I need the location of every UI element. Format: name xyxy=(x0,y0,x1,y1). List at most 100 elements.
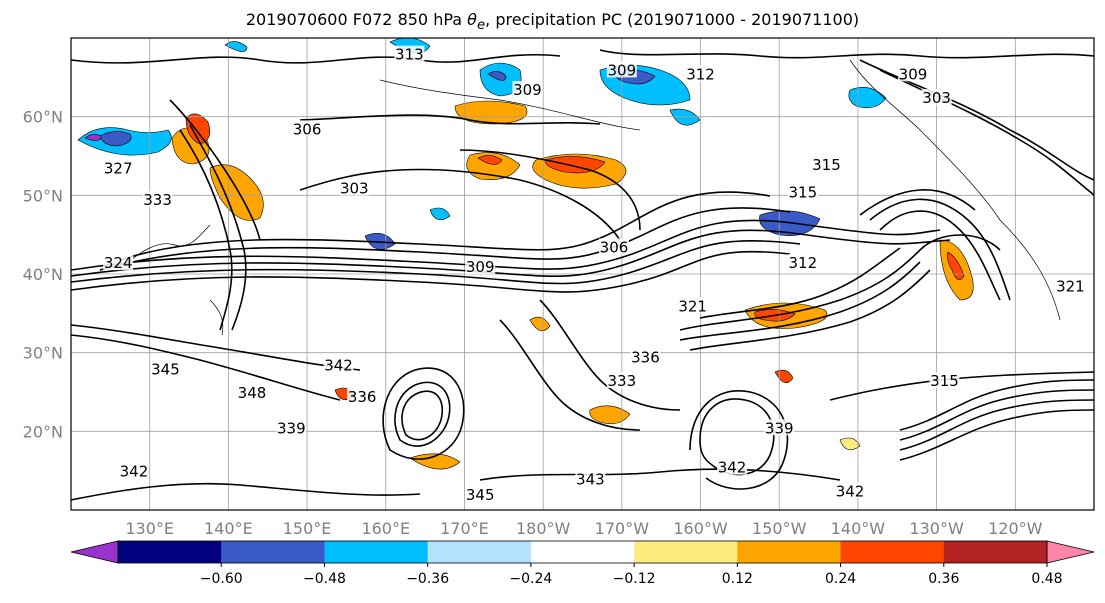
colorbar-tick-label: −0.60 xyxy=(200,571,243,587)
contour-label: 345 xyxy=(466,486,495,504)
longitude-label: 160°E xyxy=(361,519,410,538)
contour-label: 333 xyxy=(608,372,637,390)
contour-label: 315 xyxy=(930,372,959,390)
coastlines xyxy=(119,59,1061,336)
colorbar-tick-label: −0.24 xyxy=(509,571,552,587)
contour-label-background xyxy=(630,348,661,365)
colorbar-segment xyxy=(118,541,222,563)
longitude-label: 130°W xyxy=(909,519,964,538)
contour-label: 336 xyxy=(631,349,660,367)
contour-label-background xyxy=(347,387,378,404)
contour-label-background xyxy=(811,155,842,172)
contour-label: 315 xyxy=(812,156,841,174)
latitude-label: 20°N xyxy=(23,422,63,441)
contour-label-background xyxy=(921,88,952,105)
contour-label: 327 xyxy=(104,160,133,178)
contour-label: 303 xyxy=(922,89,951,107)
colorbar-tick-label: 0.36 xyxy=(928,571,959,587)
longitude-label: 160°W xyxy=(673,519,728,538)
contour-label: 312 xyxy=(686,65,715,83)
contour-label: 309 xyxy=(899,65,928,83)
colorbar-segment xyxy=(221,541,325,563)
contour-label-background xyxy=(685,65,716,82)
longitude-label: 130°E xyxy=(125,519,174,538)
colorbar-segment xyxy=(943,541,1048,563)
contour-label: 345 xyxy=(151,360,180,378)
map-frame xyxy=(70,37,1095,511)
colorbar-segment xyxy=(634,541,738,563)
longitude-label: 140°W xyxy=(831,519,886,538)
contour-label: 313 xyxy=(395,46,424,64)
contour-label: 339 xyxy=(277,419,306,437)
colorbar-segment xyxy=(840,541,945,563)
contour-label-background xyxy=(118,462,149,479)
contour-label-background xyxy=(598,238,629,255)
contour-label-background xyxy=(150,360,181,377)
contour-label-background xyxy=(276,419,307,436)
contour-label-background xyxy=(236,383,267,400)
longitude-label: 150°W xyxy=(752,519,807,538)
colorbar-segment xyxy=(324,541,429,563)
colorbar-tick-label: 0.24 xyxy=(825,571,856,587)
contour-label-background xyxy=(1055,277,1086,294)
contour-label-background xyxy=(764,419,795,436)
colorbar-tick-label: −0.12 xyxy=(613,571,656,587)
colorbar-segment xyxy=(530,541,635,563)
title-theta: θ xyxy=(467,10,477,29)
contour-label: 303 xyxy=(340,179,369,197)
colorbar-segment xyxy=(427,541,532,563)
colorbar-frame xyxy=(117,540,1048,564)
colorbar xyxy=(70,540,1095,564)
figure-title: 2019070600 F072 850 hPa θe, precipitatio… xyxy=(0,10,1105,33)
colorbar-tick-label: 0.12 xyxy=(722,571,753,587)
latitude-label: 30°N xyxy=(23,344,63,363)
colorbar-tick-label: −0.48 xyxy=(303,571,346,587)
contour-label-background xyxy=(787,254,818,271)
contour-label: 342 xyxy=(120,463,149,481)
contour-label: 333 xyxy=(143,191,172,209)
contour-label-background xyxy=(465,486,496,503)
contour-label: 348 xyxy=(238,384,267,402)
longitude-label: 140°E xyxy=(204,519,253,538)
latitude-label: 60°N xyxy=(23,108,63,127)
contour-label: 306 xyxy=(293,120,322,138)
colorbar-segment xyxy=(737,541,842,563)
contour-label: 309 xyxy=(513,81,542,99)
contour-label-background xyxy=(606,372,637,389)
title-theta-sub: e xyxy=(476,18,486,34)
longitude-label: 170°W xyxy=(595,519,650,538)
contour-label-background xyxy=(142,191,173,208)
latitude-label: 40°N xyxy=(23,265,63,284)
contour-label-background xyxy=(339,179,370,196)
contour-label-background xyxy=(103,254,134,271)
contour-label: 306 xyxy=(600,238,629,256)
contour-label-background xyxy=(717,458,748,475)
contour-label: 342 xyxy=(718,459,747,477)
contour-label: 321 xyxy=(678,297,707,315)
contour-label: 321 xyxy=(1056,278,1085,296)
latitude-label: 50°N xyxy=(23,186,63,205)
contour-label: 342 xyxy=(836,482,865,500)
longitude-label: 170°E xyxy=(440,519,489,538)
longitude-label: 120°W xyxy=(988,519,1043,538)
contour-label-background xyxy=(929,372,960,389)
contour-label: 312 xyxy=(789,254,818,272)
contour-label-background xyxy=(292,120,323,137)
contour-label-background xyxy=(465,258,496,275)
contour-label: 324 xyxy=(104,254,133,272)
contour-label: 309 xyxy=(608,61,637,79)
contour-label-background xyxy=(103,159,134,176)
colorbar-tick-labels: −0.60 −0.48 −0.36 −0.24 −0.12 0.12 0.24 0.36 0.4… xyxy=(200,563,1063,587)
contour-label: 343 xyxy=(576,470,605,488)
contour-label-background xyxy=(575,470,606,487)
title-suffix: , precipitation PC (2019071000 - 2019071… xyxy=(485,10,860,29)
contour-label-background xyxy=(787,183,818,200)
graticule xyxy=(71,38,1094,510)
title-prefix: 2019070600 F072 850 hPa xyxy=(245,10,468,29)
contour-label: 336 xyxy=(348,388,377,406)
contour-label: 339 xyxy=(765,419,794,437)
colorbar-extend-high xyxy=(1046,540,1095,564)
contour-label: 342 xyxy=(324,356,353,374)
